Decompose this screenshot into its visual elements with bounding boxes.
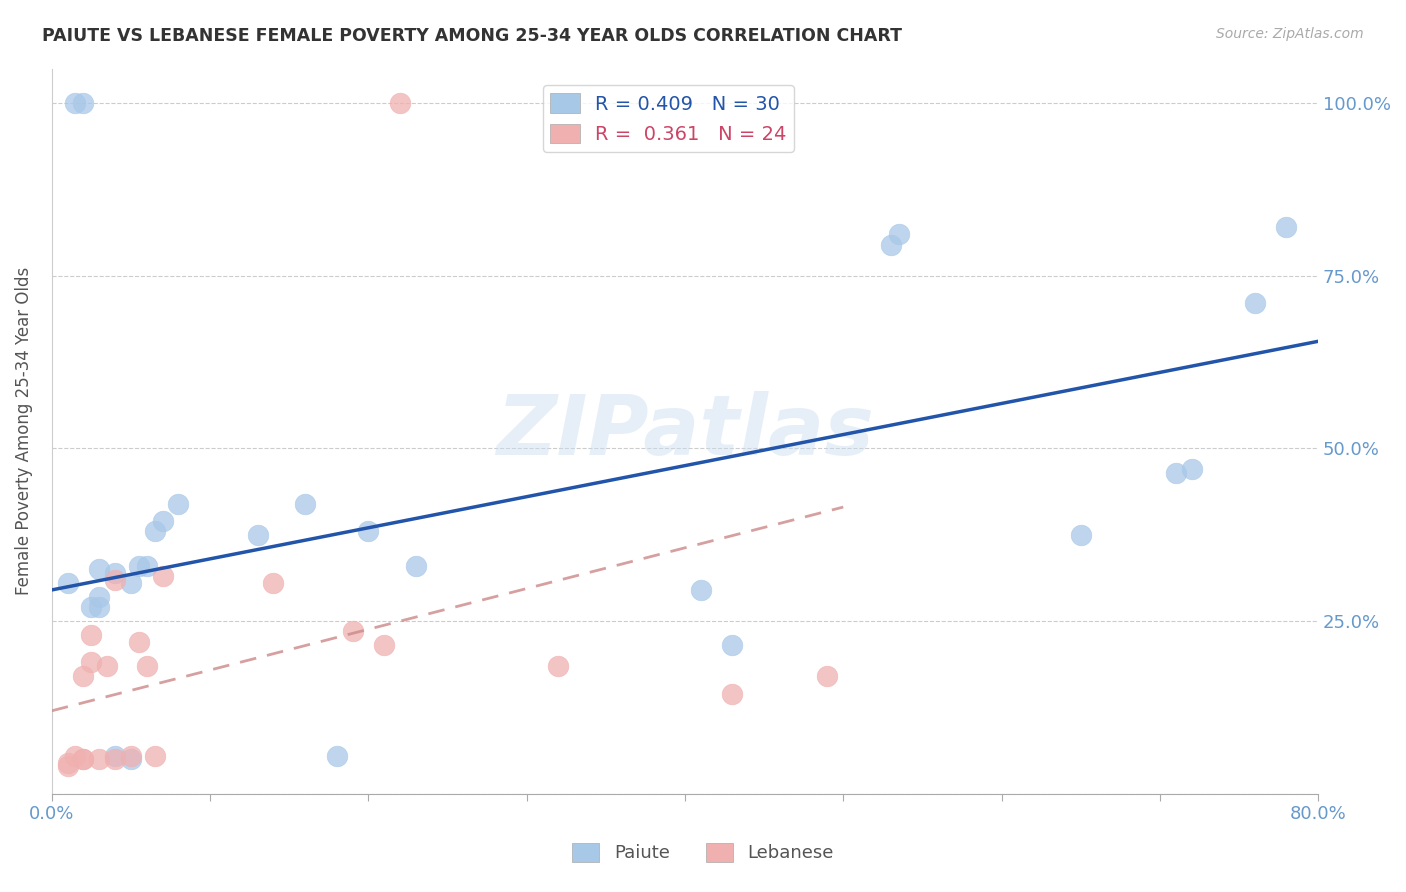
Point	[342, 624, 364, 639]
Point	[120, 752, 142, 766]
Point	[246, 527, 269, 541]
Point	[1164, 466, 1187, 480]
Point	[65, 748, 87, 763]
Point	[689, 582, 711, 597]
Point	[262, 576, 284, 591]
Text: Source: ZipAtlas.com: Source: ZipAtlas.com	[1216, 27, 1364, 41]
Point	[143, 748, 166, 763]
Point	[80, 600, 103, 615]
Point	[104, 566, 127, 580]
Point	[152, 514, 174, 528]
Point	[72, 96, 94, 111]
Point	[1275, 220, 1298, 235]
Point	[104, 752, 127, 766]
Point	[80, 656, 103, 670]
Legend: Paiute, Lebanese: Paiute, Lebanese	[565, 836, 841, 870]
Point	[89, 562, 111, 576]
Point	[143, 524, 166, 539]
Point	[325, 748, 347, 763]
Point	[721, 638, 744, 652]
Point	[167, 497, 190, 511]
Point	[128, 558, 150, 573]
Point	[89, 752, 111, 766]
Point	[152, 569, 174, 583]
Point	[72, 752, 94, 766]
Point	[388, 96, 411, 111]
Point	[120, 576, 142, 591]
Point	[405, 558, 427, 573]
Point	[547, 659, 569, 673]
Point	[887, 227, 910, 242]
Point	[120, 748, 142, 763]
Point	[880, 237, 903, 252]
Point	[294, 497, 316, 511]
Point	[128, 634, 150, 648]
Point	[135, 558, 157, 573]
Point	[1243, 296, 1265, 310]
Point	[56, 759, 79, 773]
Point	[135, 659, 157, 673]
Point	[89, 590, 111, 604]
Point	[56, 576, 79, 591]
Point	[357, 524, 380, 539]
Point	[373, 638, 395, 652]
Point	[65, 96, 87, 111]
Legend: R = 0.409   N = 30, R =  0.361   N = 24: R = 0.409 N = 30, R = 0.361 N = 24	[543, 86, 794, 152]
Point	[721, 687, 744, 701]
Point	[89, 600, 111, 615]
Point	[96, 659, 118, 673]
Point	[80, 628, 103, 642]
Point	[1180, 462, 1202, 476]
Point	[104, 573, 127, 587]
Point	[815, 669, 838, 683]
Point	[1070, 527, 1092, 541]
Point	[72, 752, 94, 766]
Y-axis label: Female Poverty Among 25-34 Year Olds: Female Poverty Among 25-34 Year Olds	[15, 267, 32, 595]
Text: ZIPatlas: ZIPatlas	[496, 391, 875, 472]
Text: PAIUTE VS LEBANESE FEMALE POVERTY AMONG 25-34 YEAR OLDS CORRELATION CHART: PAIUTE VS LEBANESE FEMALE POVERTY AMONG …	[42, 27, 903, 45]
Point	[56, 756, 79, 770]
Point	[104, 748, 127, 763]
Point	[72, 669, 94, 683]
